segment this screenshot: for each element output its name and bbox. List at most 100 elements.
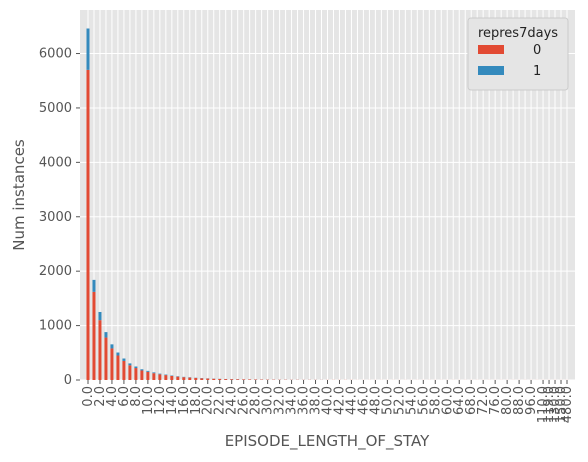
bar-series-1 bbox=[86, 28, 90, 70]
y-tick-label: 1000 bbox=[39, 319, 72, 334]
bar-series-1 bbox=[164, 374, 168, 376]
legend-swatch-1 bbox=[478, 66, 504, 75]
bar-series-1 bbox=[122, 358, 126, 361]
y-axis-ticks: 0 1000 2000 3000 4000 5000 6000 bbox=[39, 47, 80, 388]
x-tick-label: 20.0 bbox=[201, 386, 216, 415]
x-tick-label: 40.0 bbox=[321, 386, 336, 415]
x-tick-label: 150.0 bbox=[554, 386, 569, 423]
x-tick-label: 52.0 bbox=[392, 386, 407, 415]
x-tick-label: 42.0 bbox=[332, 386, 347, 415]
legend-swatch-0 bbox=[478, 45, 504, 54]
x-tick-label: 18.0 bbox=[189, 386, 204, 415]
bar-series-0 bbox=[176, 376, 180, 380]
bar-series-1 bbox=[98, 311, 102, 321]
x-tick-label: 44.0 bbox=[344, 386, 359, 415]
x-tick-label: 130.0 bbox=[548, 386, 563, 423]
x-tick-label: 14.0 bbox=[165, 386, 180, 415]
x-tick-label: 38.0 bbox=[309, 386, 324, 415]
x-tick-label: 8.0 bbox=[129, 386, 144, 407]
x-tick-label: 50.0 bbox=[380, 386, 395, 415]
x-tick-label: 22.0 bbox=[213, 386, 228, 415]
bar-series-1 bbox=[134, 366, 138, 369]
bar-series-0 bbox=[116, 355, 120, 380]
bar-series-0 bbox=[98, 320, 102, 380]
bar-series-0 bbox=[182, 377, 186, 380]
x-tick-label: 26.0 bbox=[237, 386, 252, 415]
bar-series-0 bbox=[110, 348, 114, 380]
x-axis-title: EPISODE_LENGTH_OF_STAY bbox=[225, 432, 430, 451]
x-tick-label: 60.0 bbox=[440, 386, 455, 415]
legend: repres7days 0 1 bbox=[467, 17, 569, 91]
bar-series-0 bbox=[140, 370, 144, 380]
y-tick-label: 3000 bbox=[39, 210, 72, 225]
x-tick-label: 6.0 bbox=[117, 386, 132, 407]
x-tick-label: 24.0 bbox=[225, 386, 240, 415]
y-tick-label: 0 bbox=[64, 373, 72, 388]
bar-series-0 bbox=[200, 378, 204, 380]
y-axis-title: Num instances bbox=[10, 139, 28, 251]
bar-series-0 bbox=[170, 375, 174, 380]
bar-series-0 bbox=[224, 379, 228, 380]
x-tick-label: 96.0 bbox=[524, 386, 539, 415]
x-tick-label: 46.0 bbox=[356, 386, 371, 415]
bar-series-0 bbox=[158, 374, 162, 380]
x-tick-label: 34.0 bbox=[285, 386, 300, 415]
x-tick-label: 12.0 bbox=[153, 386, 168, 415]
x-tick-label: 110.0 bbox=[536, 386, 551, 423]
bar-series-0 bbox=[128, 365, 132, 380]
x-tick-label: 28.0 bbox=[249, 386, 264, 415]
bar-series-0 bbox=[242, 379, 246, 380]
bar-series-1 bbox=[104, 332, 108, 338]
x-tick-label: 119.0 bbox=[542, 386, 557, 423]
bar-series-1 bbox=[128, 363, 132, 366]
bar-series-1 bbox=[152, 372, 156, 374]
x-tick-label: 30.0 bbox=[261, 386, 276, 415]
y-tick-label: 2000 bbox=[39, 264, 72, 279]
bar-series-0 bbox=[218, 378, 222, 380]
bar-series-1 bbox=[92, 279, 96, 292]
x-axis-ticks: 0.02.04.06.08.010.012.014.016.018.020.02… bbox=[81, 380, 575, 423]
bar-series-0 bbox=[206, 378, 210, 380]
x-tick-label: 54.0 bbox=[404, 386, 419, 415]
bar-series-0 bbox=[134, 368, 138, 380]
bar-series-0 bbox=[230, 379, 234, 380]
x-tick-label: 80.0 bbox=[500, 386, 515, 415]
legend-label-0: 0 bbox=[533, 43, 541, 58]
x-tick-label: 76.0 bbox=[488, 386, 503, 415]
bar-series-1 bbox=[116, 352, 120, 356]
x-tick-label: 480.0 bbox=[560, 386, 575, 423]
x-tick-label: 56.0 bbox=[416, 386, 431, 415]
x-tick-label: 4.0 bbox=[105, 386, 120, 407]
x-tick-label: 36.0 bbox=[297, 386, 312, 415]
bar-series-1 bbox=[158, 373, 162, 375]
x-tick-label: 72.0 bbox=[476, 386, 491, 415]
x-tick-label: 58.0 bbox=[428, 386, 443, 415]
bar-series-0 bbox=[164, 375, 168, 380]
x-tick-label: 64.0 bbox=[452, 386, 467, 415]
x-tick-label: 2.0 bbox=[93, 386, 108, 407]
legend-label-1: 1 bbox=[533, 64, 541, 79]
bar-series-1 bbox=[140, 369, 144, 371]
bar-series-1 bbox=[110, 344, 114, 349]
y-tick-label: 6000 bbox=[39, 47, 72, 62]
bars bbox=[86, 28, 569, 381]
bar-series-0 bbox=[248, 379, 252, 380]
bar-series-0 bbox=[146, 371, 150, 380]
bar-series-0 bbox=[194, 377, 198, 380]
bar-series-0 bbox=[122, 360, 126, 380]
bar-series-0 bbox=[236, 379, 240, 380]
x-tick-label: 32.0 bbox=[273, 386, 288, 415]
x-tick-label: 48.0 bbox=[368, 386, 383, 415]
grid-lines bbox=[80, 10, 575, 381]
x-tick-label: 88.0 bbox=[512, 386, 527, 415]
x-tick-label: 0.0 bbox=[81, 386, 96, 407]
legend-title: repres7days bbox=[478, 26, 558, 41]
bar-series-0 bbox=[104, 337, 108, 380]
bar-series-0 bbox=[86, 69, 90, 381]
bar-series-0 bbox=[152, 373, 156, 380]
x-tick-label: 10.0 bbox=[141, 386, 156, 415]
x-tick-label: 16.0 bbox=[177, 386, 192, 415]
x-tick-label: 68.0 bbox=[464, 386, 479, 415]
y-tick-label: 5000 bbox=[39, 101, 72, 116]
